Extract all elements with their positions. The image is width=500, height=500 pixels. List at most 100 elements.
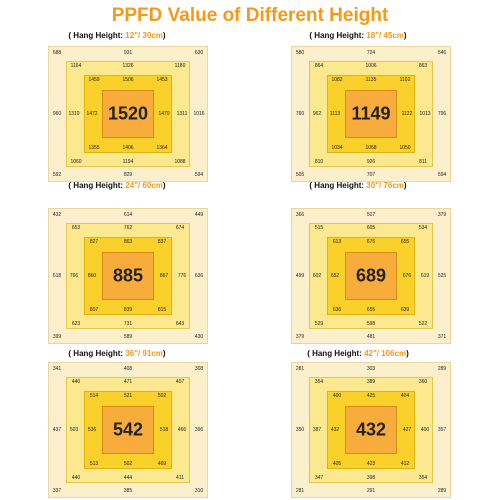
ring2-value: 1506 [122, 77, 134, 83]
outer-value: 430 [194, 334, 204, 340]
outer-value: 437 [52, 427, 62, 433]
ring1-value: 731 [123, 321, 133, 327]
ring2-value: 655 [400, 239, 410, 245]
ring1-value: 440 [71, 475, 81, 481]
ring2-value: 1459 [88, 77, 100, 83]
ring2-value: 536 [87, 427, 97, 433]
ring2-value: 502 [123, 461, 133, 467]
ring1-value: 926 [366, 159, 376, 165]
ring-3 [102, 90, 154, 138]
ring2-value: 425 [366, 393, 376, 399]
ring2-value: 652 [330, 273, 340, 279]
outer-value: 630 [194, 50, 204, 56]
outer-value: 432 [52, 212, 62, 218]
ring2-value: 827 [89, 239, 99, 245]
ring2-value: 1068 [365, 145, 377, 151]
outer-value: 291 [366, 488, 376, 494]
center-value: 1149 [351, 103, 391, 124]
heading-height-value: 12"/ 30cm [125, 31, 163, 40]
heading-height-value: 30"/ 76cm [366, 181, 404, 190]
center-value: 689 [355, 265, 387, 286]
ring2-value: 639 [400, 307, 410, 313]
ring2-value: 1050 [399, 145, 411, 151]
outer-value: 636 [194, 273, 204, 279]
outer-value: 281 [295, 366, 305, 372]
ring2-value: 514 [89, 393, 99, 399]
outer-value: 366 [295, 212, 305, 218]
outer-value: 379 [295, 334, 305, 340]
ring-3 [102, 252, 154, 300]
ring1-value: 1194 [122, 159, 134, 165]
outer-value: 337 [52, 488, 62, 494]
ring2-value: 1102 [399, 77, 411, 83]
heading-prefix: ( Hang Height: [309, 181, 367, 190]
outer-value: 379 [437, 212, 447, 218]
ring1-value: 389 [366, 379, 376, 385]
ring1-value: 766 [69, 273, 79, 279]
heading-prefix: ( Hang Height: [68, 349, 126, 358]
ring1-value: 1013 [419, 111, 431, 117]
ring1-value: 515 [314, 225, 324, 231]
ring1-value: 653 [71, 225, 81, 231]
heading-prefix: ( Hang Height: [309, 31, 367, 40]
outer-value: 385 [123, 488, 133, 494]
ring1-value: 1088 [174, 159, 186, 165]
heading-prefix: ( Hang Height: [307, 349, 365, 358]
ring1-value: 503 [69, 427, 79, 433]
panel-heading: ( Hang Height: 30"/ 76cm) [258, 181, 458, 190]
heading-height-value: 42"/ 106cm [364, 349, 407, 358]
ring2-value: 807 [89, 307, 99, 313]
ring1-value: 407 [175, 379, 185, 385]
ring-3 [345, 406, 397, 454]
ring2-value: 404 [400, 393, 410, 399]
outer-value: 308 [194, 366, 204, 372]
heading-suffix: ) [162, 181, 166, 190]
ring2-value: 518 [159, 427, 169, 433]
heading-suffix: ) [403, 31, 407, 40]
ring-2 [327, 237, 415, 315]
ring2-value: 863 [123, 239, 133, 245]
ring1-value: 602 [312, 273, 322, 279]
ring2-value: 1470 [158, 111, 170, 117]
ring1-value: 1310 [68, 111, 80, 117]
outer-value: 931 [123, 50, 133, 56]
ring2-value: 676 [402, 273, 412, 279]
heading-suffix: ) [162, 31, 166, 40]
ring2-value: 676 [366, 239, 376, 245]
heading-suffix: ) [162, 349, 166, 358]
ring1-value: 354 [314, 379, 324, 385]
outer-value: 449 [194, 212, 204, 218]
outer-value: 796 [437, 111, 447, 117]
ring2-value: 513 [89, 461, 99, 467]
ring1-value: 864 [314, 63, 324, 69]
ring1-value: 762 [123, 225, 133, 231]
ring2-value: 412 [400, 461, 410, 467]
outer-value: 289 [437, 366, 447, 372]
ring2-value: 521 [123, 393, 133, 399]
ring2-value: 1113 [329, 111, 341, 117]
outer-value: 525 [437, 273, 447, 279]
heading-suffix: ) [406, 349, 409, 358]
outer-value: 341 [52, 366, 62, 372]
ring1-value: 411 [176, 475, 184, 481]
outer-value: 960 [52, 111, 62, 117]
outer-value: 1016 [193, 111, 205, 117]
ring2-value: 613 [332, 239, 342, 245]
outer-value: 481 [366, 334, 376, 340]
heading-height-value: 18"/ 45cm [366, 31, 404, 40]
ring1-value: 605 [366, 225, 376, 231]
ring1-value: 360 [418, 379, 428, 385]
outer-value: 399 [52, 334, 62, 340]
ring1-value: 354 [418, 475, 428, 481]
ring1-value: 811 [419, 159, 427, 165]
outer-value: 707 [366, 172, 376, 178]
ring2-value: 1122 [401, 111, 413, 117]
ring2-value: 1034 [331, 145, 343, 151]
ring2-value: 427 [402, 427, 412, 433]
ring1-value: 863 [418, 63, 428, 69]
outer-value: 760 [295, 111, 305, 117]
ring2-value: 1472 [86, 111, 98, 117]
ring2-value: 1082 [331, 77, 343, 83]
outer-value: 618 [52, 273, 62, 279]
ring2-value: 839 [123, 307, 133, 313]
